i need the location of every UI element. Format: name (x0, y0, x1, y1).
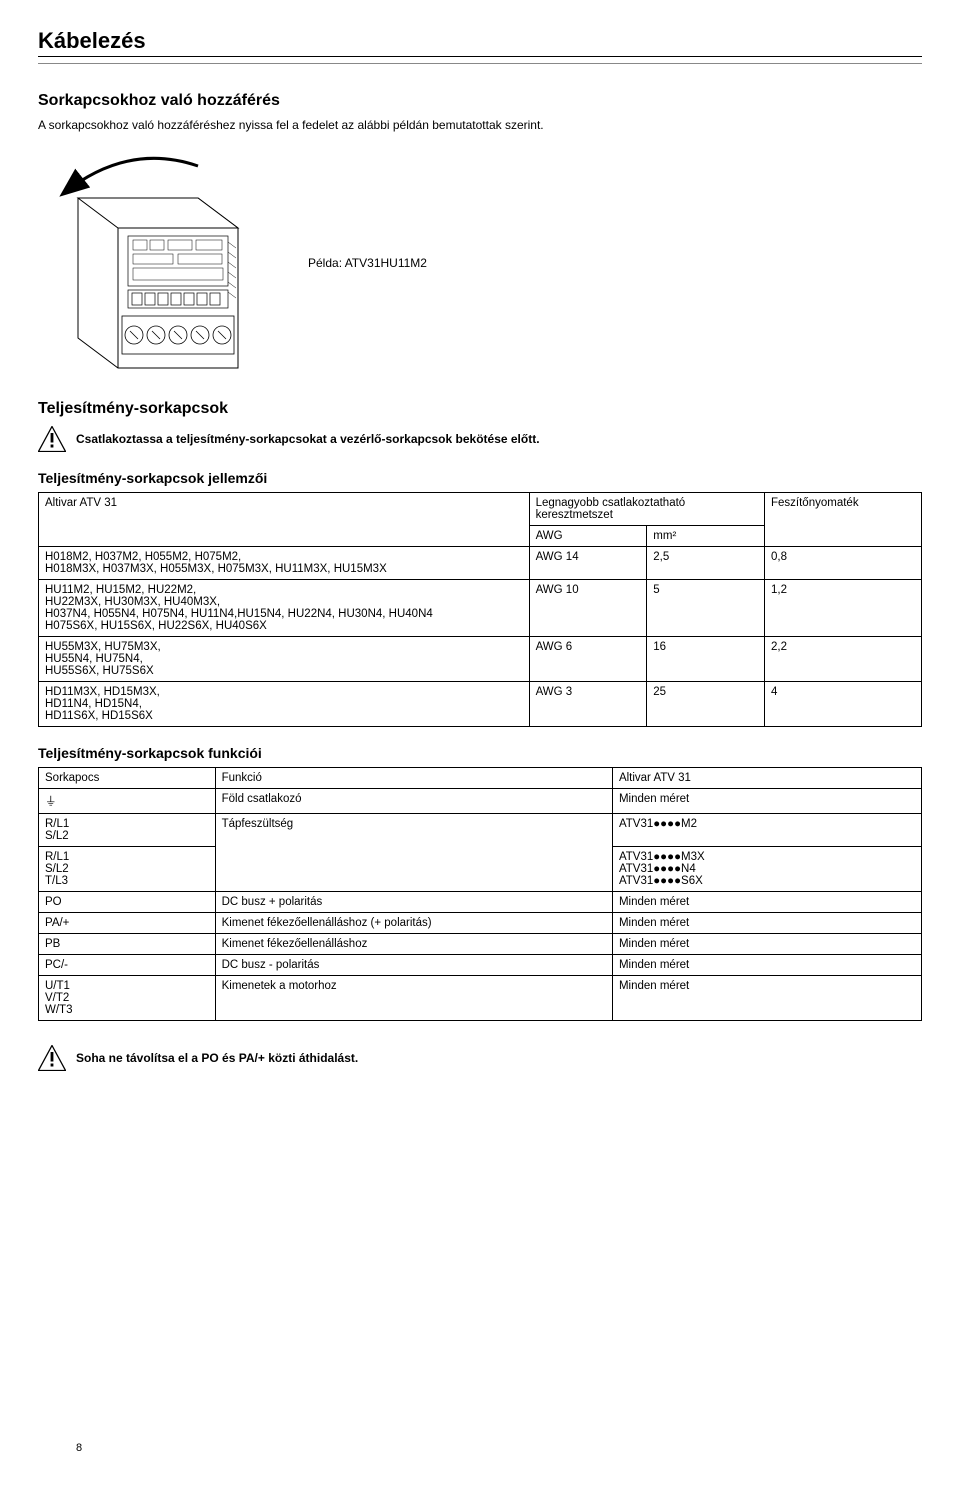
table-cell: Kimenet fékezőellenálláshoz (+ polaritás… (215, 913, 612, 934)
table-cell: AWG 6 (529, 637, 647, 682)
figure-caption: Példa: ATV31HU11M2 (308, 256, 427, 270)
table-cell: R/L1 S/L2 T/L3 (39, 847, 216, 892)
func-hdr-model: Altivar ATV 31 (612, 768, 921, 789)
table-cell: PC/- (39, 955, 216, 976)
table-cell: PA/+ (39, 913, 216, 934)
table-row: PBKimenet fékezőellenálláshozMinden mére… (39, 934, 922, 955)
table-row: R/L1 S/L2TápfeszültségATV31●●●●M2 (39, 814, 922, 847)
table-row: H018M2, H037M2, H055M2, H075M2, H018M3X,… (39, 547, 922, 580)
warning-row-1: Csatlakoztassa a teljesítmény-sorkapcsok… (38, 426, 922, 452)
table-cell: ATV31●●●●M3X ATV31●●●●N4 ATV31●●●●S6X (612, 847, 921, 892)
func-hdr-terminal: Sorkapocs (39, 768, 216, 789)
table-cell: 2,2 (765, 637, 922, 682)
func-hdr-function: Funkció (215, 768, 612, 789)
table-cell: 1,2 (765, 580, 922, 637)
spec-table: Altivar ATV 31 Legnagyobb csatlakoztatha… (38, 492, 922, 727)
warning-row-2: Soha ne távolítsa el a PO és PA/+ közti … (38, 1045, 922, 1071)
table-row: U/T1 V/T2 W/T3Kimenetek a motorhozMinden… (39, 976, 922, 1021)
table-cell: HD11M3X, HD15M3X, HD11N4, HD15N4, HD11S6… (39, 682, 530, 727)
table-cell: DC busz - polaritás (215, 955, 612, 976)
table-cell: HU11M2, HU15M2, HU22M2, HU22M3X, HU30M3X… (39, 580, 530, 637)
figure-row: Példa: ATV31HU11M2 (38, 148, 922, 378)
table-cell: ⏚ (39, 789, 216, 814)
table-cell: 16 (647, 637, 765, 682)
table-cell: U/T1 V/T2 W/T3 (39, 976, 216, 1021)
warning-icon (38, 1045, 66, 1071)
warning-text-2: Soha ne távolítsa el a PO és PA/+ közti … (76, 1051, 358, 1065)
spec-hdr-cross: Legnagyobb csatlakoztatható keresztmetsz… (529, 493, 764, 526)
table-cell: Minden méret (612, 892, 921, 913)
table-cell: Tápfeszültség (215, 814, 612, 892)
table-cell: R/L1 S/L2 (39, 814, 216, 847)
warning-text-1: Csatlakoztassa a teljesítmény-sorkapcsok… (76, 432, 540, 446)
table-cell: AWG 10 (529, 580, 647, 637)
table-cell: Kimenet fékezőellenálláshoz (215, 934, 612, 955)
table-cell: DC busz + polaritás (215, 892, 612, 913)
table-cell: AWG 3 (529, 682, 647, 727)
table-cell: AWG 14 (529, 547, 647, 580)
table-cell: H018M2, H037M2, H055M2, H075M2, H018M3X,… (39, 547, 530, 580)
page-number: 8 (76, 1442, 82, 1454)
spec-hdr-model: Altivar ATV 31 (39, 493, 530, 547)
table-cell: 2,5 (647, 547, 765, 580)
spec-subheading: Teljesítmény-sorkapcsok jellemzői (38, 470, 922, 486)
table-cell: Föld csatlakozó (215, 789, 612, 814)
func-heading: Teljesítmény-sorkapcsok funkciói (38, 745, 922, 761)
table-cell: 0,8 (765, 547, 922, 580)
section-access-body: A sorkapcsokhoz való hozzáféréshez nyiss… (38, 118, 922, 132)
func-table: Sorkapocs Funkció Altivar ATV 31 ⏚Föld c… (38, 767, 922, 1021)
section-access-heading: Sorkapcsokhoz való hozzáférés (38, 92, 922, 110)
page-title: Kábelezés (38, 28, 922, 57)
warning-icon (38, 426, 66, 452)
table-cell: Minden méret (612, 976, 921, 1021)
table-cell: PB (39, 934, 216, 955)
table-cell: HU55M3X, HU75M3X, HU55N4, HU75N4, HU55S6… (39, 637, 530, 682)
spec-hdr-awg: AWG (529, 526, 647, 547)
table-cell: 4 (765, 682, 922, 727)
table-cell: Minden méret (612, 955, 921, 976)
title-underline (38, 63, 922, 64)
table-cell: ATV31●●●●M2 (612, 814, 921, 847)
table-cell: 5 (647, 580, 765, 637)
table-cell: 25 (647, 682, 765, 727)
table-row: ⏚Föld csatlakozóMinden méret (39, 789, 922, 814)
table-row: PC/-DC busz - polaritásMinden méret (39, 955, 922, 976)
table-row: HU11M2, HU15M2, HU22M2, HU22M3X, HU30M3X… (39, 580, 922, 637)
device-illustration (38, 148, 268, 378)
table-cell: Minden méret (612, 789, 921, 814)
spec-hdr-mm2: mm² (647, 526, 765, 547)
table-row: HD11M3X, HD15M3X, HD11N4, HD15N4, HD11S6… (39, 682, 922, 727)
power-terminals-heading: Teljesítmény-sorkapcsok (38, 400, 922, 418)
table-cell: PO (39, 892, 216, 913)
table-row: PODC busz + polaritásMinden méret (39, 892, 922, 913)
spec-hdr-torque: Feszítőnyomaték (765, 493, 922, 547)
table-cell: Minden méret (612, 934, 921, 955)
table-cell: Kimenetek a motorhoz (215, 976, 612, 1021)
table-cell: Minden méret (612, 913, 921, 934)
table-row: PA/+Kimenet fékezőellenálláshoz (+ polar… (39, 913, 922, 934)
table-row: HU55M3X, HU75M3X, HU55N4, HU75N4, HU55S6… (39, 637, 922, 682)
